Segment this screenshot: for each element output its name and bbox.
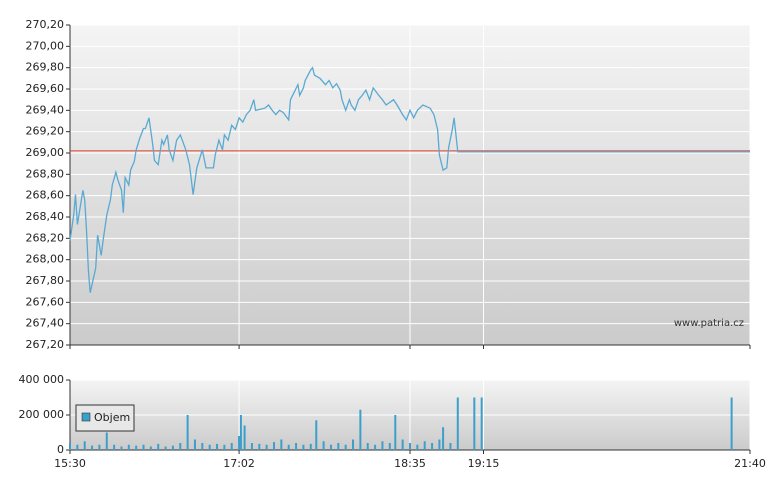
volume-bar	[193, 439, 196, 450]
x-tick-label: 17:02	[223, 457, 255, 470]
volume-bar	[142, 444, 145, 450]
volume-bar	[208, 444, 211, 450]
y-tick-label: 267,80	[26, 274, 65, 287]
volume-bar	[344, 444, 347, 450]
volume-bar	[473, 397, 476, 450]
x-tick-label: 21:40	[734, 457, 766, 470]
volume-bar	[216, 443, 219, 450]
volume-bar	[295, 443, 298, 450]
volume-bar	[388, 443, 391, 450]
y-tick-label: 268,20	[26, 231, 65, 244]
y-tick-label: 270,20	[26, 18, 65, 31]
y-tick-label: 269,00	[26, 146, 65, 159]
volume-bar	[91, 445, 94, 450]
volume-bar	[83, 441, 86, 450]
volume-bar	[416, 444, 419, 450]
volume-bar	[329, 444, 332, 450]
volume-bar	[76, 444, 79, 450]
volume-bar	[280, 439, 283, 450]
volume-bar	[69, 443, 71, 450]
volume-bar	[322, 441, 325, 450]
y-tick-label: 270,00	[26, 39, 65, 52]
y-tick-label: 268,60	[26, 189, 65, 202]
volume-bar	[359, 409, 362, 450]
y-tick-label: 200 000	[19, 408, 65, 421]
volume-bar	[239, 415, 242, 450]
volume-bar	[164, 446, 167, 450]
y-tick-label: 267,40	[26, 317, 65, 330]
volume-bar	[186, 415, 189, 450]
volume-bar	[438, 439, 441, 450]
volume-bar	[401, 439, 404, 450]
volume-bar	[374, 444, 377, 450]
volume-bar	[409, 443, 411, 450]
volume-bar	[309, 443, 312, 450]
legend-swatch	[81, 412, 91, 422]
watermark: www.patria.cz	[674, 318, 744, 329]
y-tick-label: 269,20	[26, 125, 65, 138]
x-tick-label: 19:15	[468, 457, 500, 470]
volume-bar	[243, 425, 246, 450]
volume-bar	[157, 443, 160, 450]
volume-bar	[456, 397, 459, 450]
volume-bar	[337, 443, 340, 450]
y-tick-label: 267,20	[26, 338, 65, 351]
volume-bar	[230, 443, 233, 450]
legend-label: Objem	[94, 411, 130, 424]
volume-bar	[265, 444, 268, 450]
volume-bar	[423, 441, 426, 450]
volume-bar	[480, 397, 483, 450]
volume-bar	[135, 445, 138, 450]
volume-bar	[238, 436, 241, 450]
volume-bar	[394, 415, 397, 450]
volume-bar	[201, 443, 204, 450]
volume-bar	[287, 444, 290, 450]
volume-bar	[258, 443, 261, 450]
y-tick-label: 0	[57, 443, 64, 456]
volume-bar	[431, 443, 434, 450]
volume-bar	[366, 443, 369, 450]
y-tick-label: 400 000	[19, 373, 65, 386]
y-tick-label: 268,80	[26, 167, 65, 180]
volume-bar	[223, 444, 226, 450]
volume-bar	[113, 444, 116, 450]
x-tick-label: 18:35	[394, 457, 426, 470]
y-tick-label: 267,60	[26, 295, 65, 308]
y-tick-label: 269,80	[26, 61, 65, 74]
volume-bar	[315, 420, 318, 450]
y-tick-label: 269,40	[26, 103, 65, 116]
y-tick-label: 268,00	[26, 253, 65, 266]
volume-bar	[105, 432, 108, 450]
volume-bar	[171, 445, 174, 450]
volume-bar	[381, 441, 384, 450]
volume-bar	[127, 444, 130, 450]
volume-bar	[273, 442, 275, 450]
y-tick-label: 269,60	[26, 82, 65, 95]
volume-bar	[98, 444, 101, 450]
y-tick-label: 268,40	[26, 210, 65, 223]
volume-bar	[250, 443, 253, 450]
volume-bar	[302, 444, 305, 450]
x-tick-label: 15:30	[54, 457, 86, 470]
volume-bar	[352, 439, 355, 450]
volume-bar	[179, 443, 182, 450]
volume-bar	[120, 446, 123, 450]
volume-bar	[442, 427, 445, 450]
volume-bar	[149, 446, 152, 450]
price-line	[69, 66, 750, 293]
volume-bar	[449, 443, 452, 450]
volume-bar	[730, 397, 733, 450]
